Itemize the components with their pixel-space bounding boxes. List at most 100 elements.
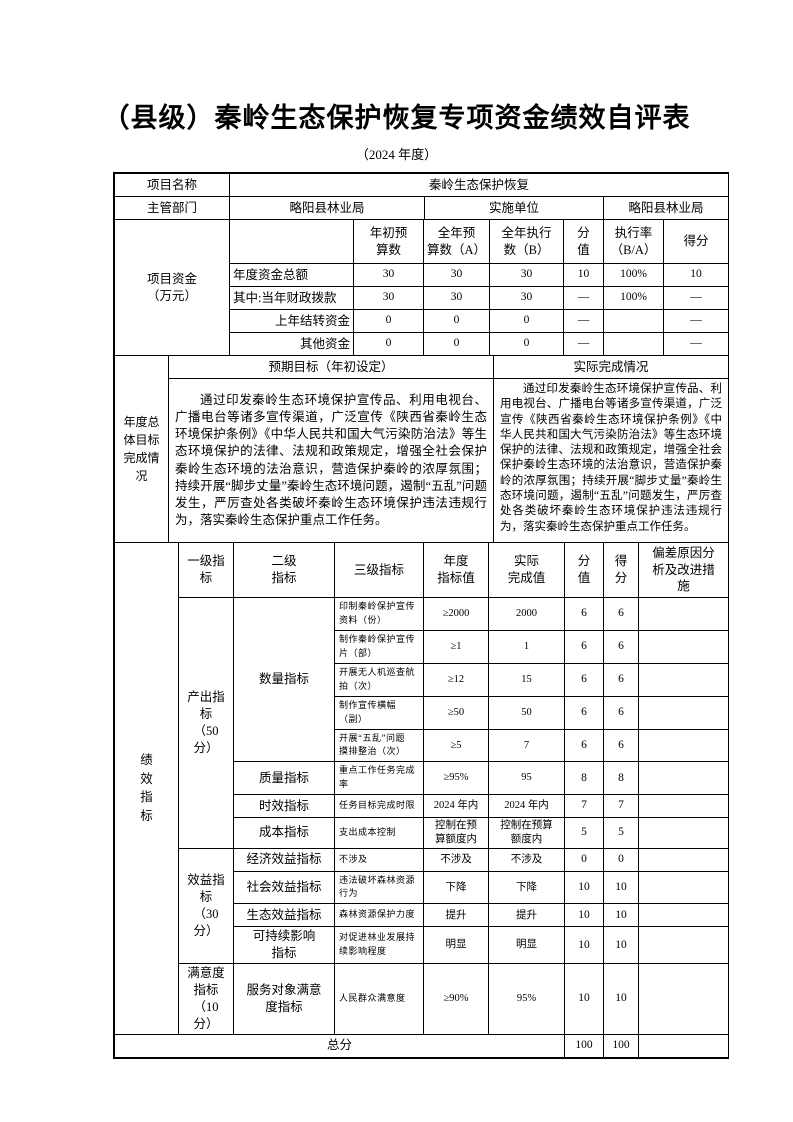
score-value: 7 bbox=[603, 794, 639, 819]
table-row: 上年结转资金 0 0 0 — — bbox=[115, 309, 729, 333]
score-value: 6 bbox=[603, 695, 639, 730]
col-deviation-analysis: 偏差原因分 析及改进措 施 bbox=[638, 542, 729, 598]
points-value: 8 bbox=[564, 761, 604, 796]
actual-value: 95% bbox=[488, 963, 565, 1035]
score-value: 6 bbox=[603, 629, 639, 664]
table-row: 项目资金 （万元） 年初预 算数 全年预 算数（A） 全年执行 数（B） 分 值… bbox=[114, 219, 729, 356]
total-score-value: 100 bbox=[603, 1033, 639, 1058]
actual-value: 不涉及 bbox=[488, 847, 565, 872]
actual-value: 明显 bbox=[488, 926, 565, 965]
deviation-cell bbox=[638, 597, 729, 631]
fund-exec: 30 bbox=[489, 286, 564, 310]
actual-value: 控制在预算 额度内 bbox=[488, 817, 565, 849]
actual-completion-cell: 通过印发秦岭生态环境保护宣传品、利用电视台、广播电台等诸多宣传渠道，广泛宣传《陕… bbox=[493, 378, 729, 543]
points-value: 6 bbox=[564, 597, 604, 631]
target-value: ≥95% bbox=[423, 761, 489, 796]
target-value: 提升 bbox=[423, 903, 489, 928]
table-row: 主管部门 略阳县林业局 实施单位 略阳县林业局 bbox=[114, 196, 729, 220]
score-value: 10 bbox=[603, 963, 639, 1035]
level2-indicator: 质量指标 bbox=[233, 761, 335, 796]
level2-indicator: 数量指标 bbox=[233, 596, 335, 763]
fund-row-name: 上年结转资金 bbox=[229, 309, 354, 333]
level3-indicator: 支出成本控制 bbox=[334, 817, 424, 849]
deviation-cell bbox=[638, 903, 729, 928]
col-exec-rate: 执行率 （B/A） bbox=[603, 219, 664, 264]
table-row: 生态效益指标 森林资源保护力度 提升 提升 10 10 bbox=[115, 903, 729, 928]
level3-indicator: 制作宣传横幅（副） bbox=[334, 695, 424, 730]
fund-points: — bbox=[563, 309, 604, 333]
fund-row-name: 其他资金 bbox=[229, 332, 354, 356]
table-row: 可持续影响 指标 对促进林业发展持 续影响程度 明显 明显 10 10 bbox=[115, 926, 729, 965]
fund-begin: 0 bbox=[353, 309, 424, 333]
fund-begin: 30 bbox=[353, 286, 424, 310]
fund-score: — bbox=[663, 309, 729, 333]
score-value: 6 bbox=[603, 662, 639, 697]
fund-score: — bbox=[663, 332, 729, 356]
score-value: 10 bbox=[603, 903, 639, 928]
level2-indicator: 成本指标 bbox=[233, 817, 335, 849]
expected-goal-cell: 通过印发秦岭生态环境保护宣传品、利用电视台、广播电台等诸多宣传渠道，广泛宣传《陕… bbox=[168, 378, 494, 543]
fund-row-name: 年度资金总额 bbox=[229, 263, 354, 287]
goal-section-label: 年度总 体目标 完成情 况 bbox=[114, 355, 169, 543]
col-points: 分 值 bbox=[564, 542, 604, 598]
actual-value: 15 bbox=[488, 662, 565, 697]
col-level3-indicator: 三级指标 bbox=[334, 542, 424, 598]
level1-output-indicator: 产出指 标 （50 分） bbox=[178, 597, 234, 849]
fund-exec: 0 bbox=[489, 309, 564, 333]
actual-value: 1 bbox=[488, 629, 565, 664]
col-annual-budget: 全年预 算数（A） bbox=[423, 219, 490, 264]
table-row: 年度总 体目标 完成情 况 预期目标（年初设定） 实际完成情况 bbox=[114, 355, 729, 543]
points-value: 6 bbox=[564, 629, 604, 664]
level2-indicator: 经济效益指标 bbox=[233, 847, 335, 872]
table-row: 通过印发秦岭生态环境保护宣传品、利用电视台、广播电台等诸多宣传渠道，广泛宣传《陕… bbox=[115, 378, 729, 543]
deviation-cell bbox=[638, 1033, 729, 1058]
points-value: 6 bbox=[564, 695, 604, 730]
department-value: 略阳县林业局 bbox=[229, 196, 425, 220]
table-row: 开展“五乱”问题 摸排整治（次） ≥5 7 6 6 bbox=[115, 728, 729, 763]
project-name-value: 秦岭生态保护恢复 bbox=[229, 173, 729, 197]
col-begin-budget: 年初预 算数 bbox=[353, 219, 424, 264]
level3-indicator: 重点工作任务完成 率 bbox=[334, 761, 424, 796]
page-subtitle: （2024 年度） bbox=[355, 147, 438, 162]
score-value: 6 bbox=[603, 728, 639, 763]
level2-indicator: 社会效益指标 bbox=[233, 870, 335, 905]
fund-annual: 0 bbox=[423, 309, 490, 333]
table-row: 时效指标 任务目标完成时限 2024 年内 2024 年内 7 7 bbox=[115, 794, 729, 819]
score-value: 10 bbox=[603, 926, 639, 965]
table-row: 成本指标 支出成本控制 控制在预 算额度内 控制在预算 额度内 5 5 bbox=[115, 817, 729, 849]
level3-indicator: 任务目标完成时限 bbox=[334, 794, 424, 819]
annual-goal-table: 年度总 体目标 完成情 况 预期目标（年初设定） 实际完成情况 通过印发秦岭生态… bbox=[114, 355, 729, 543]
level1-satisfaction-indicator: 满意度 指标 （10 分） bbox=[178, 963, 234, 1035]
actual-value: 2024 年内 bbox=[488, 794, 565, 819]
level3-indicator: 制作秦岭保护宣传 片（部） bbox=[334, 629, 424, 664]
deviation-cell bbox=[638, 817, 729, 849]
implementing-unit-label: 实施单位 bbox=[424, 196, 604, 220]
score-value: 8 bbox=[603, 761, 639, 796]
target-value: ≥50 bbox=[423, 695, 489, 730]
level3-indicator: 对促进林业发展持 续影响程度 bbox=[334, 926, 424, 965]
level2-indicator: 时效指标 bbox=[233, 794, 335, 819]
table-row: 绩 效 指 标 一级指 标 二级 指标 三级指标 年度 指标值 实际 完成值 分… bbox=[114, 542, 729, 1035]
points-value: 6 bbox=[564, 728, 604, 763]
points-value: 7 bbox=[564, 794, 604, 819]
fund-rate bbox=[603, 332, 664, 356]
fund-annual: 30 bbox=[423, 286, 490, 310]
table-row: 满意度 指标 （10 分） 服务对象满意 度指标 人民群众满意度 ≥90% 95… bbox=[115, 963, 729, 1035]
deviation-cell bbox=[638, 870, 729, 905]
deviation-cell bbox=[638, 847, 729, 872]
fund-begin: 30 bbox=[353, 263, 424, 287]
target-value: ≥12 bbox=[423, 662, 489, 697]
expected-goal-text: 通过印发秦岭生态环境保护宣传品、利用电视台、广播电台等诸多宣传渠道，广泛宣传《陕… bbox=[175, 392, 487, 528]
table-row: 社会效益指标 违法破坏森林资源 行为 下降 下降 10 10 bbox=[115, 870, 729, 905]
level3-indicator: 人民群众满意度 bbox=[334, 963, 424, 1035]
level3-indicator: 印制秦岭保护宣传 资料（份） bbox=[334, 597, 424, 631]
project-name-label: 项目名称 bbox=[114, 173, 230, 197]
actual-value: 50 bbox=[488, 695, 565, 730]
deviation-cell bbox=[638, 662, 729, 697]
funds-blank-header bbox=[229, 219, 354, 264]
points-value: 10 bbox=[564, 926, 604, 965]
points-value: 5 bbox=[564, 817, 604, 849]
project-funds-table: 项目资金 （万元） 年初预 算数 全年预 算数（A） 全年执行 数（B） 分 值… bbox=[114, 219, 729, 356]
fund-points: — bbox=[563, 286, 604, 310]
